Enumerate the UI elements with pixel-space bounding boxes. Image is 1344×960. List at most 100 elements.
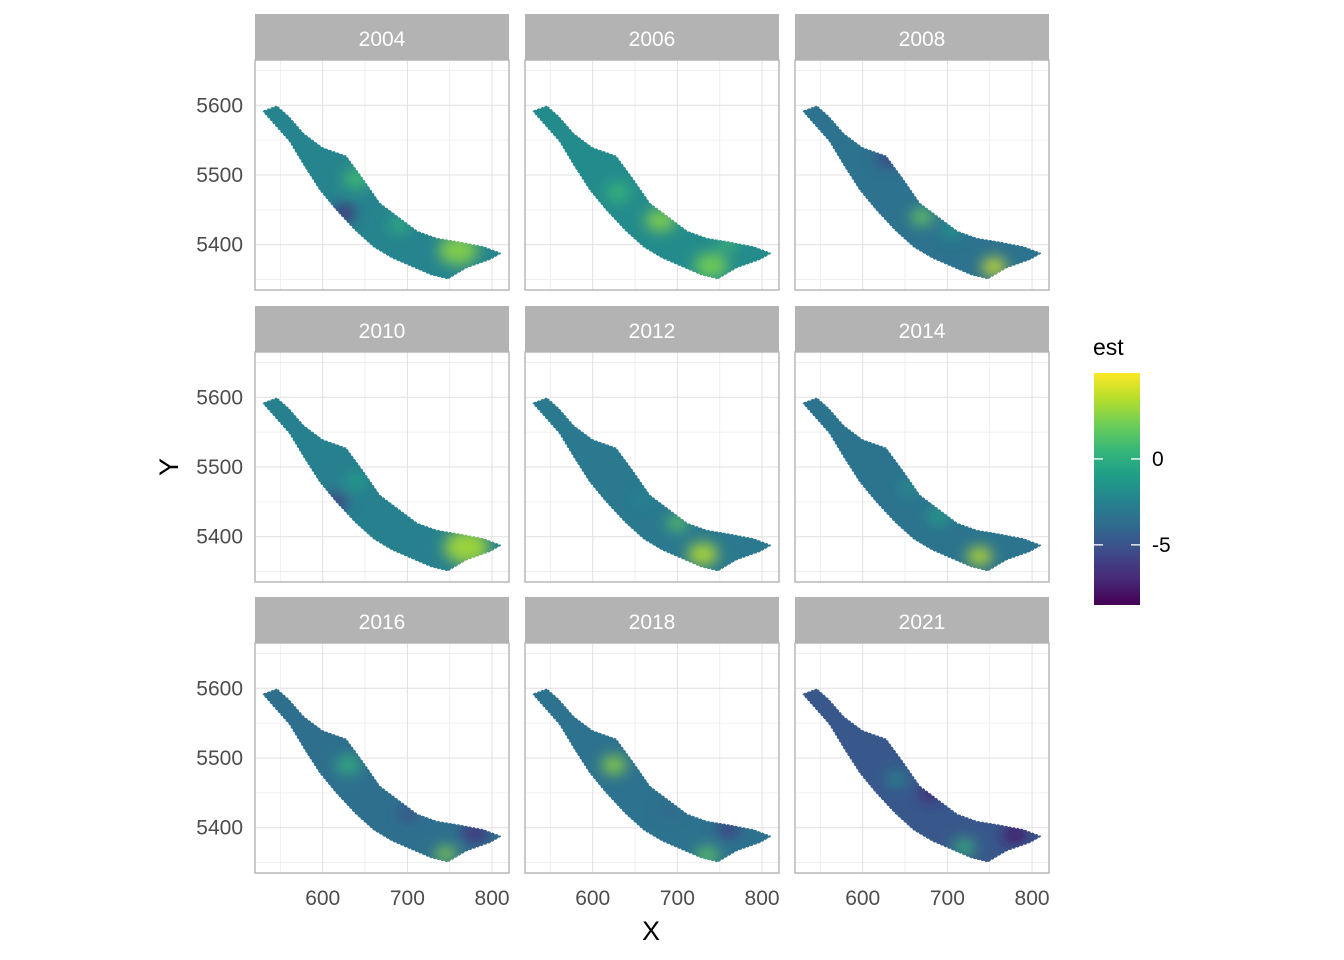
facet-strip-label: 2004: [359, 28, 406, 51]
estimate-hotspot: [659, 803, 679, 818]
facet-strip-label: 2012: [629, 320, 676, 343]
x-tick-label: 600: [305, 887, 340, 910]
estimate-hotspot: [953, 838, 976, 856]
estimate-base-fill: [261, 688, 503, 863]
estimate-hotspot: [606, 183, 631, 202]
shoreline-speckle: [260, 396, 505, 573]
x-tick-label: 800: [475, 887, 510, 910]
estimate-hotspot: [633, 490, 654, 507]
x-tick-label: 700: [930, 887, 965, 910]
y-tick-label: 5600: [196, 386, 243, 409]
estimate-hotspot: [687, 542, 718, 566]
y-tick-label: 5600: [196, 94, 243, 117]
shoreline-speckle: [800, 104, 1045, 281]
shoreline-speckle: [260, 104, 505, 281]
estimate-hotspot: [346, 473, 367, 489]
estimate-base-fill: [261, 105, 503, 280]
x-tick-label: 700: [390, 887, 425, 910]
estimate-base-fill: [801, 397, 1043, 572]
estimate-base-fill: [801, 688, 1043, 863]
facet-strip: [255, 597, 509, 643]
facet-panel: 2014: [794, 306, 1050, 583]
estimate-hotspot: [435, 846, 456, 862]
x-tick-label: 800: [1015, 887, 1050, 910]
y-tick-label: 5400: [196, 234, 243, 257]
facet-strip: [795, 14, 1049, 60]
facet-strip-label: 2010: [359, 320, 406, 343]
panel-border: [254, 351, 510, 583]
panel-border: [254, 642, 510, 874]
estimate-hotspot: [444, 530, 490, 564]
facet-panel: 2012: [524, 306, 780, 583]
legend-title: est: [1093, 334, 1124, 360]
x-tick-label: 600: [575, 887, 610, 910]
x-tick-label: 800: [745, 887, 780, 910]
x-tick-label: 700: [660, 887, 695, 910]
panel-border: [794, 59, 1050, 291]
estimate-hotspot: [910, 208, 934, 226]
x-tick-label: 600: [845, 887, 880, 910]
facet-strip: [795, 306, 1049, 352]
facet-strip-label: 2018: [629, 611, 676, 634]
shoreline-speckle: [800, 396, 1045, 573]
estimate-base-fill: [261, 397, 503, 572]
facet-panel: 2010: [254, 306, 510, 583]
shoreline-speckle: [530, 104, 775, 281]
facet-strip: [795, 597, 1049, 643]
y-tick-label: 5400: [196, 817, 243, 840]
facet-strip-label: 2008: [899, 28, 946, 51]
estimate-hotspot: [981, 257, 1007, 277]
y-tick-label: 5600: [196, 677, 243, 700]
estimate-hotspot: [1002, 824, 1029, 845]
shoreline-speckle: [530, 396, 775, 573]
estimate-hotspot: [967, 547, 992, 566]
estimate-hotspot: [601, 755, 627, 775]
estimate-hotspot: [886, 771, 907, 787]
facet-panel: 2016: [254, 597, 510, 874]
legend-colorbar: [1094, 373, 1140, 605]
y-tick-label: 5500: [196, 164, 243, 187]
panel-border: [254, 59, 510, 291]
estimate-base-fill: [531, 688, 773, 863]
facet-panels: 2004 2006 2008 2010 2012 2014 2016 2018 2021: [254, 14, 1050, 874]
facet-strip: [255, 14, 509, 60]
facet-strip: [525, 306, 779, 352]
panel-border: [524, 642, 780, 874]
estimate-base-fill: [531, 105, 773, 280]
shoreline-speckle: [800, 687, 1045, 864]
axes: 5400 5500 5600 5400 5500 5600 5400 5500 5600 600 7…: [196, 94, 1049, 910]
panel-border: [794, 642, 1050, 874]
facet-strip: [525, 14, 779, 60]
panel-grid: [795, 643, 1049, 873]
legend-tick-label: -5: [1152, 534, 1171, 557]
y-tick-label: 5500: [196, 456, 243, 479]
legend-tick-label: 0: [1152, 448, 1164, 471]
shoreline-speckle: [260, 687, 505, 864]
estimate-hotspot: [336, 755, 361, 775]
facet-panel: 2018: [524, 597, 780, 874]
estimate-hotspot: [388, 217, 410, 233]
facet-strip-label: 2006: [629, 28, 676, 51]
estimate-hotspot: [694, 253, 729, 279]
legend: est 0 -5: [1093, 334, 1171, 605]
estimate-base-fill: [531, 397, 773, 572]
facet-panel: 2006: [524, 14, 780, 291]
facet-strip-label: 2014: [899, 320, 946, 343]
estimate-base-fill: [801, 105, 1043, 280]
estimate-surface: [531, 397, 773, 572]
estimate-hotspot: [398, 806, 417, 821]
panel-border: [524, 351, 780, 583]
facet-panel: 2021: [794, 597, 1050, 874]
shoreline-speckle: [530, 687, 775, 864]
facet-strip-label: 2016: [359, 611, 406, 634]
y-tick-label: 5400: [196, 526, 243, 549]
y-axis-title: Y: [154, 458, 184, 476]
x-axis-title: X: [642, 916, 660, 946]
panel-border: [524, 59, 780, 291]
facet-panel: 2004: [254, 14, 510, 291]
panel-border: [794, 351, 1050, 583]
y-tick-label: 5500: [196, 747, 243, 770]
facet-strip: [525, 597, 779, 643]
facet-strip: [255, 306, 509, 352]
